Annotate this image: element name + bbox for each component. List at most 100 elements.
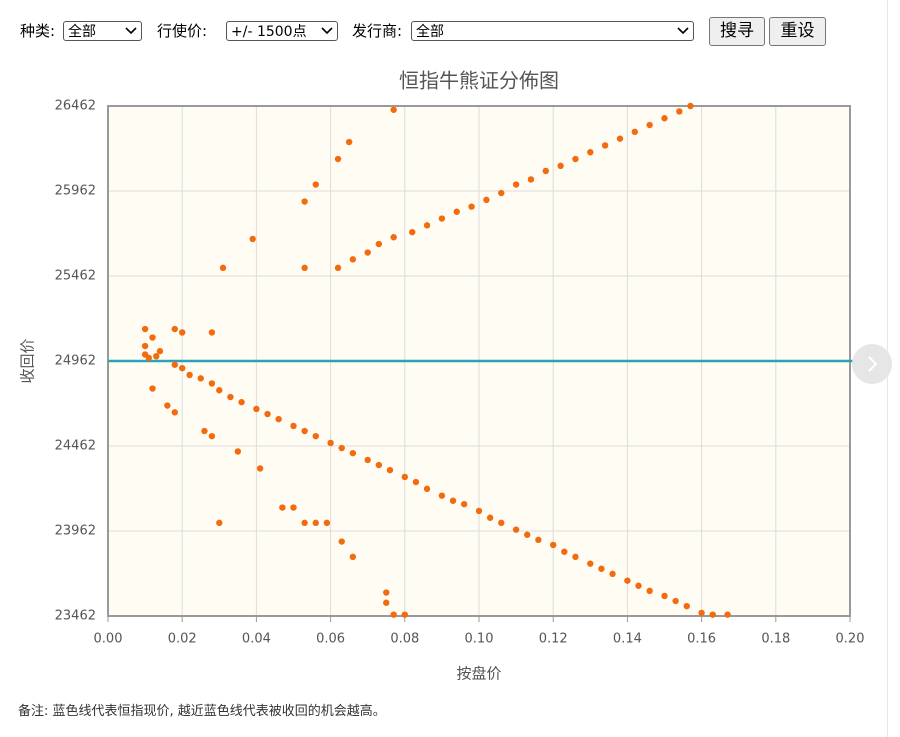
point — [423, 222, 431, 229]
x-tick-label: 0.20 — [836, 632, 865, 647]
point — [557, 162, 564, 170]
point — [386, 466, 394, 474]
point — [483, 196, 490, 204]
strike-label: 行使价: — [157, 22, 208, 40]
point — [186, 371, 193, 379]
point — [646, 587, 653, 595]
issuer-select[interactable]: 全部 — [411, 21, 694, 41]
y-tick-label: 25962 — [55, 184, 96, 199]
point — [524, 531, 531, 538]
point — [153, 353, 160, 360]
point — [256, 465, 264, 472]
point — [334, 264, 342, 272]
point — [390, 234, 397, 241]
point — [542, 167, 549, 175]
point — [672, 597, 679, 605]
point — [438, 215, 446, 222]
point — [383, 599, 390, 606]
point — [171, 409, 178, 416]
point — [216, 519, 223, 527]
point — [512, 526, 520, 533]
x-tick-label: 0.10 — [465, 632, 494, 647]
chart-title: 恒指牛熊证分佈图 — [399, 69, 559, 93]
point — [616, 135, 624, 142]
point — [208, 432, 216, 440]
point — [171, 361, 178, 368]
point — [423, 485, 431, 493]
point — [349, 449, 357, 457]
point — [561, 548, 568, 555]
point — [390, 611, 397, 618]
strike-select[interactable]: +/- 1500点 — [226, 21, 338, 41]
point — [412, 478, 420, 486]
point — [375, 461, 383, 469]
x-tick-label: 0.14 — [613, 632, 642, 647]
point — [141, 325, 149, 333]
point — [601, 142, 609, 149]
y-axis-label: 收回价 — [19, 338, 37, 383]
chart: 23462 23962 24462 24962 25462 25962 26462 0.00 0… — [19, 69, 890, 683]
point — [290, 422, 297, 430]
point — [401, 473, 408, 481]
y-tick-label: 25462 — [55, 269, 96, 284]
point — [179, 329, 186, 336]
point — [460, 500, 468, 508]
point — [279, 504, 286, 511]
point — [661, 115, 668, 122]
point — [145, 354, 153, 362]
strike-value: +/- 1500点 — [231, 24, 307, 40]
point — [197, 375, 204, 382]
point — [312, 519, 319, 527]
issuer-label: 发行商: — [352, 22, 403, 40]
point — [216, 387, 223, 394]
issuer-value: 全部 — [416, 24, 444, 40]
point — [264, 410, 271, 418]
y-tick-label: 26462 — [55, 99, 96, 114]
point — [624, 577, 631, 584]
type-select[interactable]: 全部 — [63, 21, 142, 41]
point — [249, 235, 256, 243]
point — [334, 155, 342, 163]
point — [149, 385, 156, 392]
point — [709, 611, 716, 618]
point — [609, 570, 616, 578]
point — [179, 364, 186, 372]
x-tick-label: 0.12 — [539, 632, 568, 647]
next-button[interactable] — [852, 344, 892, 384]
type-label: 种类: — [20, 22, 56, 40]
point — [527, 176, 535, 183]
point — [141, 342, 149, 350]
point — [275, 415, 282, 423]
x-tick-label: 0.06 — [316, 632, 345, 647]
point — [312, 181, 319, 188]
point — [208, 380, 216, 387]
point — [698, 609, 705, 617]
point — [409, 228, 416, 236]
point — [301, 519, 308, 527]
point — [219, 264, 227, 272]
x-tick-label: 0.18 — [761, 632, 790, 647]
y-tick-label: 24462 — [55, 439, 96, 454]
footnote: 备注: 蓝色线代表恒指现价, 越近蓝色线代表被收回的机会越高。 — [18, 704, 386, 719]
point — [253, 405, 260, 413]
x-tick-label: 0.02 — [168, 632, 197, 647]
point — [234, 448, 242, 455]
y-tick-label: 23962 — [55, 524, 96, 539]
point — [301, 198, 308, 205]
point — [290, 504, 297, 511]
reset-button[interactable]: 重设 — [769, 17, 826, 46]
point — [149, 334, 156, 341]
x-axis-label: 按盘价 — [456, 665, 501, 683]
x-tick-label: 0.00 — [94, 632, 123, 647]
point — [364, 456, 371, 464]
point — [364, 249, 371, 256]
point — [438, 492, 446, 499]
point — [468, 203, 475, 210]
point — [238, 398, 245, 406]
chevron — [125, 27, 137, 35]
point — [208, 329, 216, 336]
point — [598, 565, 605, 572]
point — [301, 427, 308, 435]
search-button[interactable]: 搜寻 — [709, 17, 765, 46]
point — [724, 611, 731, 618]
